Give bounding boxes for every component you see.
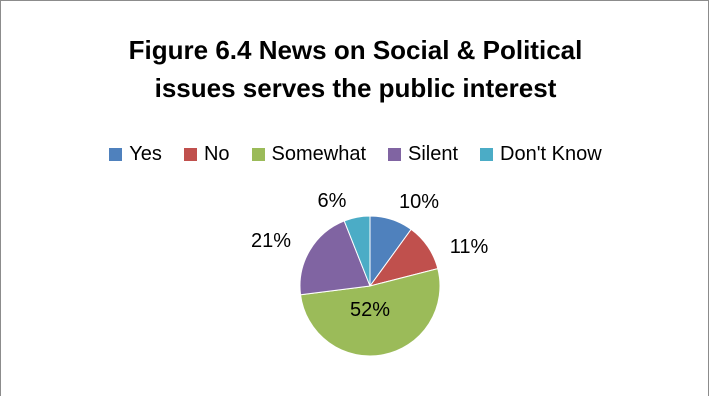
data-label-yes: 10% xyxy=(399,191,439,213)
legend-label-no: No xyxy=(203,142,230,165)
legend-label-silent: Silent xyxy=(408,142,459,165)
legend-swatch-no xyxy=(183,147,197,161)
data-label-no: 11% xyxy=(450,236,489,258)
pie-slice-silent xyxy=(299,220,371,296)
legend-item-somewhat: Somewhat xyxy=(251,142,367,166)
legend-item-silent: Silent xyxy=(388,143,458,166)
legend-label-dont-know: Don't Know xyxy=(500,142,602,165)
legend-swatch-yes xyxy=(109,147,123,161)
data-label-dont-know: 6% xyxy=(318,190,347,212)
legend-label-yes: Yes xyxy=(129,142,162,165)
legend-label-somewhat: Somewhat xyxy=(271,142,367,165)
legend-swatch-dont-know xyxy=(480,147,494,161)
chart-title: Figure 6.4 News on Social & Political is… xyxy=(128,35,583,103)
legend-swatch-somewhat xyxy=(251,147,265,161)
legend-item-yes: Yes xyxy=(109,143,162,166)
legend-item-dont-know: Don't Know xyxy=(480,143,602,166)
legend-swatch-silent xyxy=(388,147,402,161)
chart-legend: Yes No Somewhat Silent Don't Know xyxy=(1,139,710,169)
data-label-somewhat: 52% xyxy=(350,299,390,321)
pie-slice-dont-know xyxy=(343,215,371,287)
legend-item-no: No xyxy=(183,142,230,166)
data-label-silent: 21% xyxy=(251,230,291,252)
